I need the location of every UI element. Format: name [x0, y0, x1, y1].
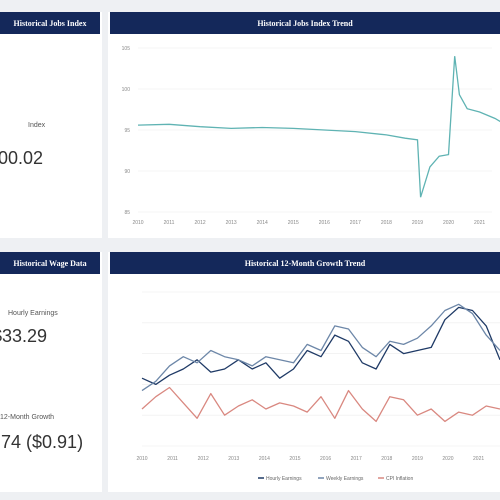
series-line	[141, 306, 500, 386]
growth-value: 2.74 ($0.91)	[0, 432, 84, 452]
earnings-value: $33.29	[0, 326, 48, 346]
growth-chart: 2010 2011 2012 2013 2014 2015 2016 2017 2018 2019…	[136, 291, 500, 482]
x-tick-label: 2010	[136, 456, 147, 462]
x-tick-label: 2020	[443, 220, 454, 226]
x-tick-label: 2015	[288, 220, 299, 226]
x-tick-label: 2015	[289, 456, 300, 462]
panel-header: Historical Wage Data	[0, 252, 100, 274]
jobs-index-chart: 85 90 95 100 105 2010 2011 2012 2013 2014 2015 2016…	[122, 46, 500, 226]
x-tick-label: 2012	[198, 456, 209, 462]
growth-label: 12-Month Growth	[0, 414, 55, 421]
growth-chart-panel: Historical 12-Month Growth Trend 2010 201…	[108, 252, 500, 492]
index-label: Index	[28, 122, 46, 129]
y-tick-label: 100	[122, 87, 131, 93]
y-tick-label: 105	[122, 46, 131, 52]
y-tick-label: 95	[124, 128, 130, 134]
legend-label: Weekly Earnings	[326, 476, 364, 482]
x-tick-label: 2013	[228, 456, 239, 462]
x-tick-label: 2019	[412, 456, 423, 462]
x-tick-label: 2014	[259, 456, 270, 462]
x-tick-label: 2013	[226, 220, 237, 226]
x-tick-label: 2014	[257, 220, 268, 226]
x-tick-label: 2010	[132, 220, 143, 226]
legend-label: Hourly Earnings	[266, 476, 302, 482]
y-tick-label: 90	[124, 169, 130, 175]
legend-label: CPI Inflation	[386, 476, 413, 482]
x-tick-label: 2017	[351, 456, 362, 462]
jobs-index-panel: Historical Jobs Index Index 100.02	[0, 12, 102, 238]
x-tick-label: 2018	[381, 456, 392, 462]
x-tick-label: 2021	[473, 456, 484, 462]
chart-title: Historical Jobs Index Trend	[257, 18, 353, 28]
panel-header-title: Historical Wage Data	[13, 258, 87, 268]
y-tick-label: 85	[124, 210, 130, 216]
x-tick-label: 2011	[164, 220, 175, 226]
series-line	[141, 386, 500, 423]
chart-header: Historical Jobs Index Trend	[110, 12, 500, 34]
x-tick-label: 2011	[167, 456, 178, 462]
panel-header: Historical Jobs Index	[0, 12, 100, 34]
x-tick-label: 2016	[320, 456, 331, 462]
x-tick-label: 2019	[412, 220, 423, 226]
chart-title: Historical 12-Month Growth Trend	[244, 258, 366, 268]
index-value: 100.02	[0, 148, 44, 168]
series-line	[141, 303, 500, 392]
x-tick-label: 2021	[474, 220, 485, 226]
jobs-index-chart-panel: Historical Jobs Index Trend 85 90 95 100 105…	[108, 12, 500, 238]
x-tick-label: 2018	[381, 220, 392, 226]
earnings-label: Hourly Earnings	[8, 310, 58, 317]
panel-header-title: Historical Jobs Index	[13, 18, 87, 28]
x-tick-label: 2020	[442, 456, 453, 462]
x-tick-label: 2016	[319, 220, 330, 226]
chart-header: Historical 12-Month Growth Trend	[110, 252, 500, 274]
jobs-index-line	[137, 56, 500, 198]
x-tick-label: 2012	[195, 220, 206, 226]
wage-data-panel: Historical Wage Data Hourly Earnings $33…	[0, 252, 102, 492]
x-tick-label: 2017	[350, 220, 361, 226]
